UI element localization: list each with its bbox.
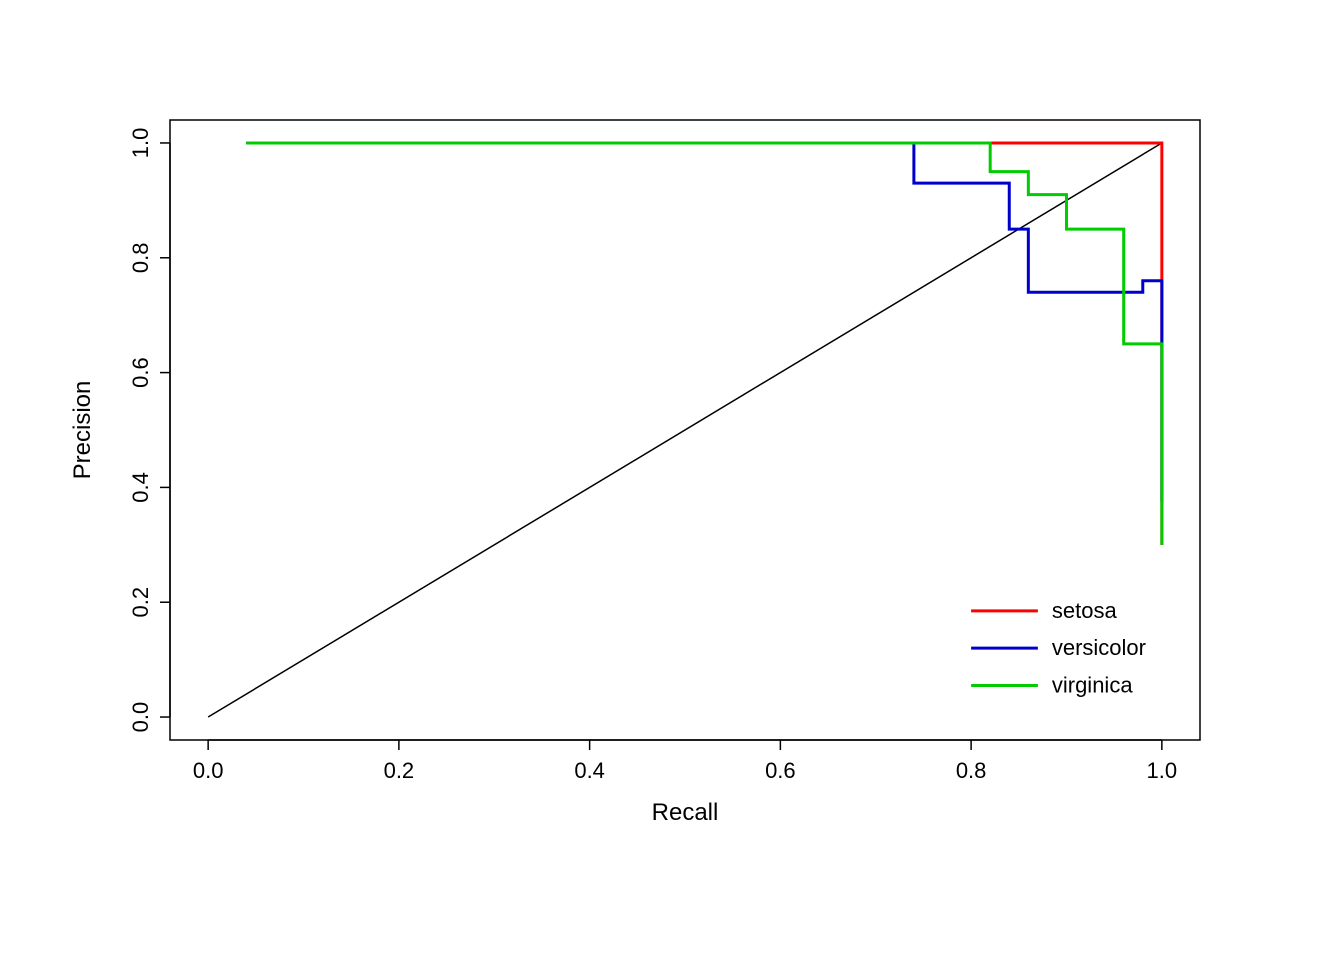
x-axis-label: Recall: [652, 799, 719, 826]
x-tick-label: 0.4: [574, 758, 605, 783]
legend-label-versicolor: versicolor: [1052, 635, 1146, 660]
x-tick-label: 0.0: [193, 758, 224, 783]
y-tick-label: 1.0: [128, 128, 153, 159]
x-tick-label: 1.0: [1147, 758, 1178, 783]
series-setosa: [246, 143, 1162, 545]
x-tick-label: 0.6: [765, 758, 796, 783]
y-tick-label: 0.8: [128, 242, 153, 273]
pr-chart-container: 0.0 0.2 0.4 0.6 0.8 1.0 0.0 0.2 0.4 0.6 0.8 1.0 Reca…: [0, 0, 1344, 960]
x-tick-label: 0.2: [384, 758, 415, 783]
legend-label-virginica: virginica: [1052, 672, 1133, 697]
series-virginica: [246, 143, 1162, 545]
y-axis-label: Precision: [69, 381, 96, 480]
precision-recall-chart: 0.0 0.2 0.4 0.6 0.8 1.0 0.0 0.2 0.4 0.6 0.8 1.0 Reca…: [0, 0, 1344, 960]
y-tick-label: 0.0: [128, 702, 153, 733]
legend-label-setosa: setosa: [1052, 598, 1118, 623]
x-tick-label: 0.8: [956, 758, 987, 783]
y-tick-label: 0.4: [128, 472, 153, 503]
y-tick-label: 0.6: [128, 357, 153, 388]
series-versicolor: [246, 143, 1162, 502]
y-tick-label: 0.2: [128, 587, 153, 618]
